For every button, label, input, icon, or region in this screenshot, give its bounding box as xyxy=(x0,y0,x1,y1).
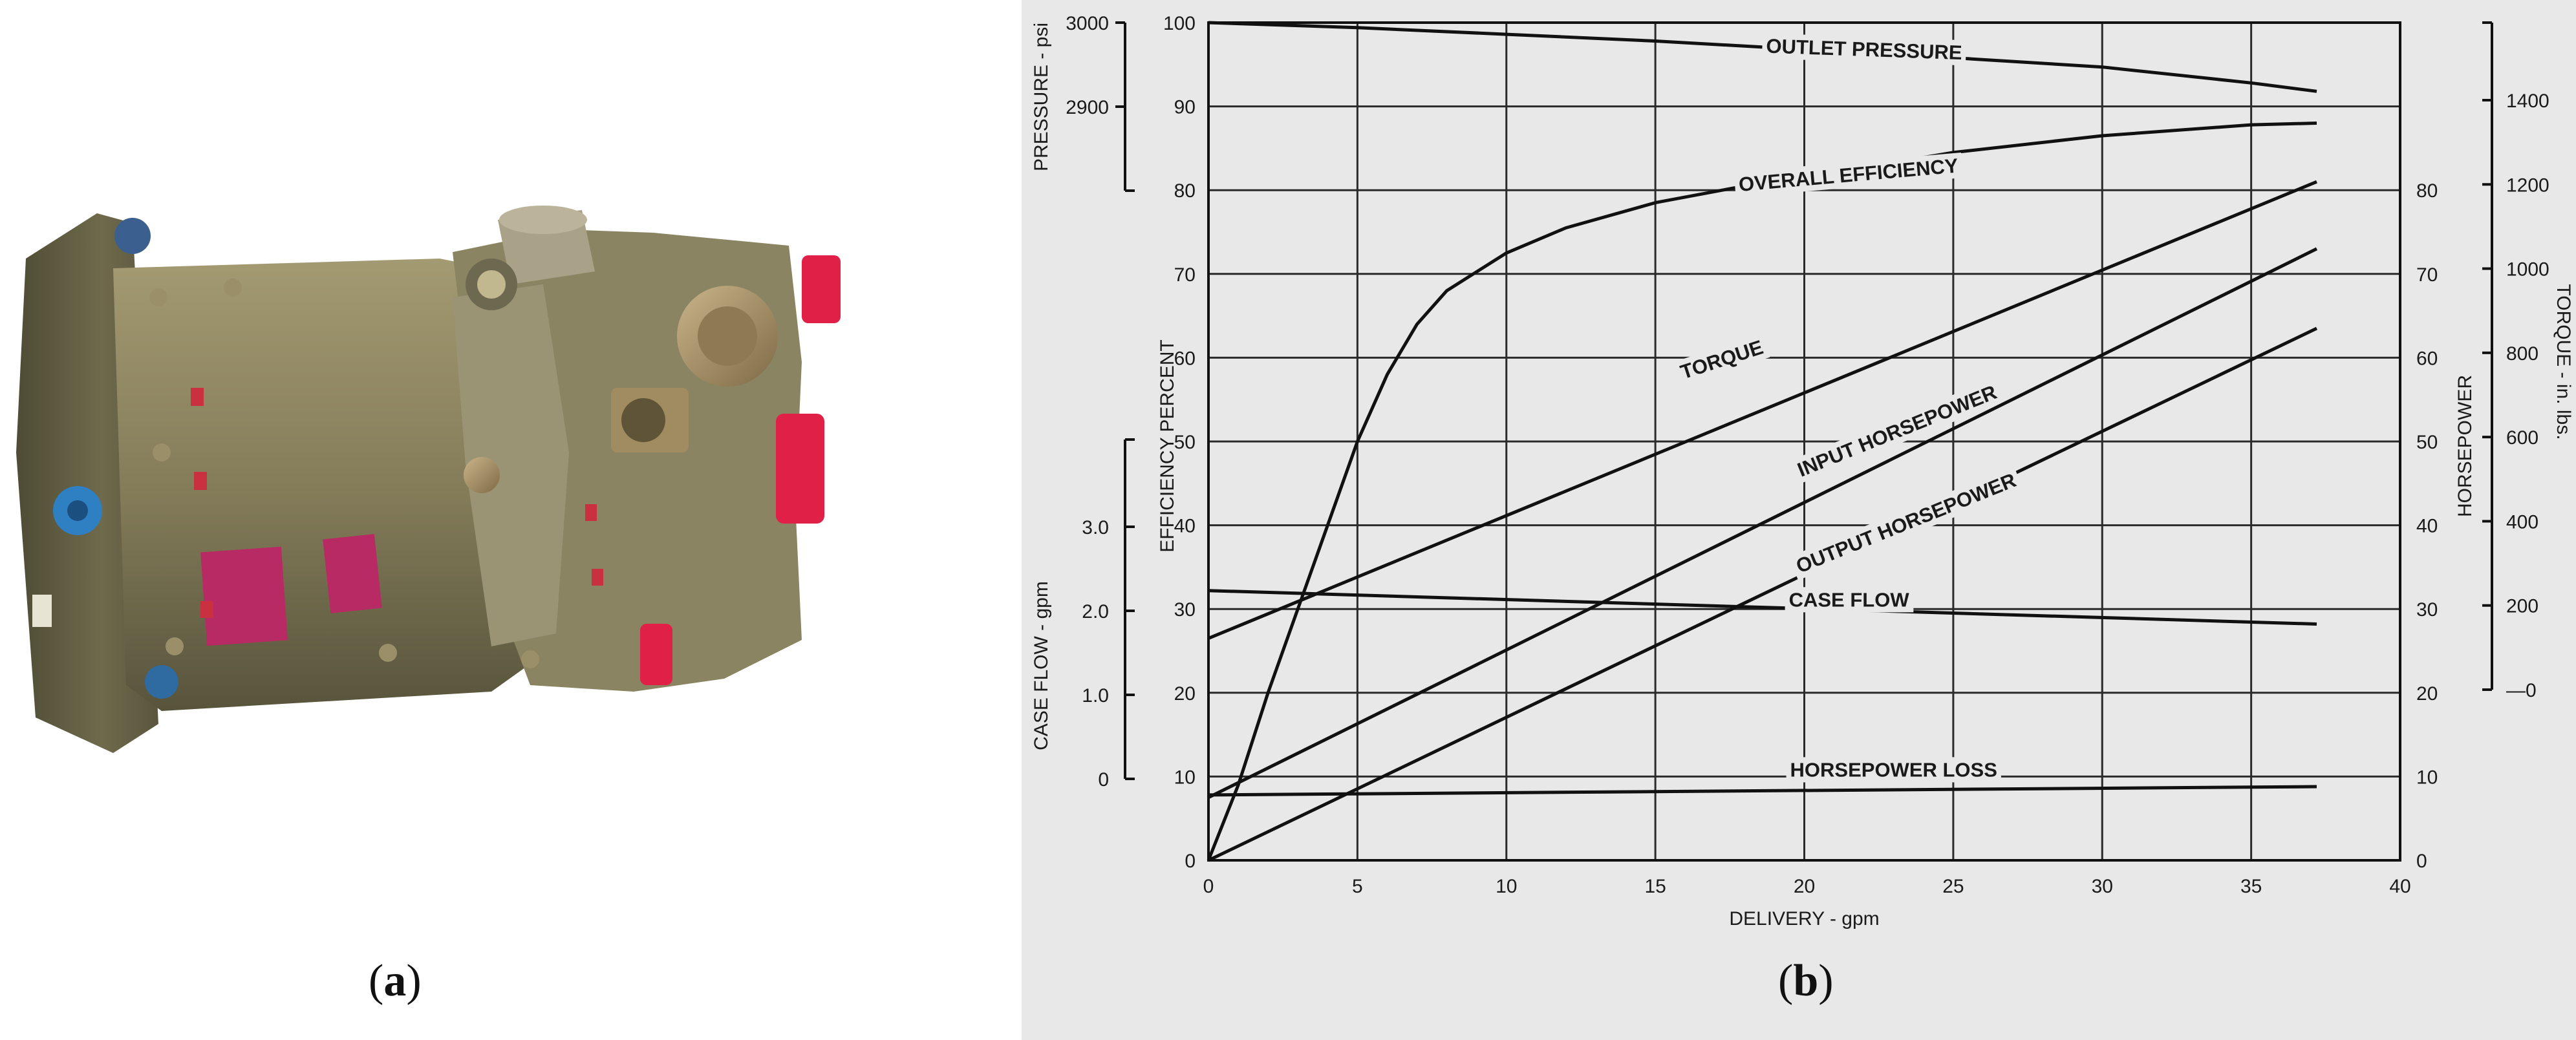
horsepower-tick-label: 70 xyxy=(2416,264,2438,286)
case-flow-tick-label: 0 xyxy=(1098,769,1109,791)
horsepower-tick-label: 40 xyxy=(2416,516,2438,537)
series-label-bg xyxy=(1788,465,2024,580)
efficiency-tick-label: 60 xyxy=(1174,348,1196,369)
horsepower-tick-label: 50 xyxy=(2416,432,2438,453)
series-label-bg xyxy=(1786,757,2001,783)
efficiency-tick-label: 40 xyxy=(1174,516,1196,537)
x-axis-label: DELIVERY - gpm xyxy=(1729,908,1879,929)
series-label-bg xyxy=(1790,377,2004,484)
pump-performance-chart: 0 5 10 15 20 25 30 35 40 DELIVERY - gpm 0 10 20 30 40 5… xyxy=(1022,0,2576,1040)
horsepower-tick-label: 30 xyxy=(2416,599,2438,621)
pump-body xyxy=(16,206,841,753)
efficiency-tick-label: 80 xyxy=(1174,180,1196,202)
red-cap-top xyxy=(802,255,841,323)
x-tick-label: 15 xyxy=(1644,876,1666,897)
x-tick-label: 10 xyxy=(1496,876,1517,897)
pump-photo xyxy=(16,206,841,753)
chart-series xyxy=(1207,21,2318,862)
efficiency-axis-label: EFFICIENCY PERCENT xyxy=(1157,339,1178,553)
torque-tick-label: 200 xyxy=(2506,596,2538,617)
series-label-bg xyxy=(1673,333,1770,387)
efficiency-tick-label: 20 xyxy=(1174,683,1196,705)
torque-tick-label: 400 xyxy=(2506,511,2538,533)
x-tick-label: 30 xyxy=(2092,876,2113,897)
case-flow-axis-label: CASE FLOW - gpm xyxy=(1031,581,1052,750)
series-line-output-horsepower xyxy=(1207,326,2318,862)
series-label-case-flow: CASE FLOW xyxy=(1789,588,1910,611)
efficiency-tick-label: 50 xyxy=(1174,432,1196,453)
caption-b: (b) xyxy=(1778,956,1834,1006)
horsepower-axis-label: HORSEPOWER xyxy=(2454,375,2476,517)
series-line-torque xyxy=(1208,180,2317,640)
efficiency-tick-label: 0 xyxy=(1185,851,1196,872)
x-tick-label: 5 xyxy=(1352,876,1363,897)
efficiency-tick-label: 10 xyxy=(1174,767,1196,788)
x-tick-label: 35 xyxy=(2240,876,2262,897)
series-label-horsepower-loss: HORSEPOWER LOSS xyxy=(1790,758,1997,781)
pressure-tick-label: 2900 xyxy=(1066,97,1109,118)
horsepower-tick-label: 10 xyxy=(2416,767,2438,788)
efficiency-tick-label: 30 xyxy=(1174,599,1196,621)
case-flow-tick-label: 3.0 xyxy=(1082,517,1109,538)
series-line-input-horsepower xyxy=(1207,247,2318,800)
horsepower-tick-label: 20 xyxy=(2416,683,2438,705)
case-flow-tick-label: 1.0 xyxy=(1082,685,1109,706)
series-line-case-flow xyxy=(1208,589,2317,626)
plot-border xyxy=(1207,21,2401,862)
series-line-overall-efficiency xyxy=(1207,122,2317,861)
chart-axes: 0 5 10 15 20 25 30 35 40 DELIVERY - gpm 0 10 20 30 40 5… xyxy=(1031,13,2574,929)
efficiency-tick-label: 70 xyxy=(1174,264,1196,286)
caption-a: (a) xyxy=(369,956,422,1006)
red-cap-middle xyxy=(776,414,824,524)
series-label-bg xyxy=(1761,33,1967,66)
series-label-bg xyxy=(1785,587,1914,613)
torque-axis-label: TORQUE - in. lbs. xyxy=(2553,284,2574,440)
case-flow-tick-label: 2.0 xyxy=(1082,601,1109,622)
torque-tick-label: 1200 xyxy=(2506,175,2549,196)
horsepower-tick-label: 60 xyxy=(2416,348,2438,369)
series-label-bg xyxy=(1733,152,1964,198)
series-line-horsepower-loss xyxy=(1208,785,2317,797)
torque-tick-label: 1000 xyxy=(2506,259,2549,281)
torque-tick-label: 600 xyxy=(2506,427,2538,449)
torque-tick-label: 1400 xyxy=(2506,90,2549,112)
pressure-tick-label: 3000 xyxy=(1066,13,1109,34)
pressure-axis-label: PRESSURE - psi xyxy=(1031,23,1052,171)
efficiency-tick-label: 100 xyxy=(1163,13,1196,34)
x-tick-label: 0 xyxy=(1203,876,1214,897)
red-cap-bottom xyxy=(640,624,672,685)
horsepower-tick-label: 80 xyxy=(2416,180,2438,202)
horsepower-tick-label: 0 xyxy=(2416,851,2427,872)
efficiency-tick-label: 90 xyxy=(1174,97,1196,118)
x-tick-label: 40 xyxy=(2389,876,2410,897)
x-tick-label: 25 xyxy=(1942,876,1964,897)
torque-tick-label: 800 xyxy=(2506,343,2538,365)
x-tick-label: 20 xyxy=(1794,876,1815,897)
torque-tick-label: —0 xyxy=(2506,680,2537,701)
